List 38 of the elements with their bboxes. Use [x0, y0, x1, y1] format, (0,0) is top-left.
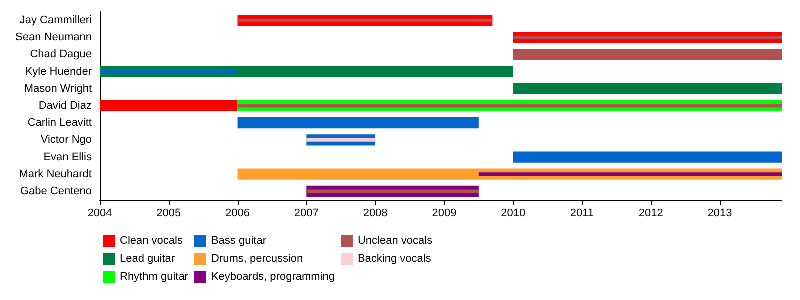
bar [513, 36, 782, 40]
y-tick-label: Mark Neuhardt [19, 168, 92, 180]
legend-label: Lead guitar [120, 253, 176, 265]
y-tick-label: Gabe Centeno [20, 185, 92, 198]
x-tick-label: 2013 [708, 208, 732, 220]
y-tick-label: Evan Ellis [44, 151, 92, 164]
legend-label: Backing vocals [358, 253, 432, 265]
y-tick-label: Victor Ngo [40, 134, 92, 146]
bar [306, 138, 376, 142]
y-tick-label: Carlin Leavitt [28, 117, 92, 130]
y-tick-label: David Diaz [38, 100, 92, 112]
legend-label: Unclean vocals [358, 235, 434, 247]
x-tick-label: 2009 [432, 208, 457, 220]
legend-label: Rhythm guitar [120, 271, 189, 283]
x-tick-label: 2006 [226, 208, 250, 220]
x-tick-label: 2011 [570, 208, 594, 220]
bar [306, 190, 479, 194]
bar [238, 118, 479, 129]
bar [100, 100, 238, 112]
x-tick-label: 2007 [294, 208, 319, 220]
legend-label: Clean vocals [120, 235, 184, 247]
legend-label: Drums, percussion [211, 253, 304, 265]
y-tick-label: Kyle Huender [25, 66, 92, 78]
x-tick-label: 2004 [88, 208, 112, 220]
bar [513, 83, 782, 94]
y-tick-label: Jay Cammilleri [20, 14, 92, 27]
y-tick-label: Sean Neumann [16, 32, 92, 44]
y-tick-label: Mason Wright [24, 82, 92, 95]
y-tick-label: Chad Dague [30, 48, 92, 61]
x-tick-label: 2008 [363, 208, 388, 220]
bar [513, 152, 782, 163]
bar [100, 66, 514, 78]
x-tick-label: 2010 [501, 208, 526, 220]
legend-label: Bass guitar [211, 235, 267, 247]
x-tick-label: 2005 [156, 208, 182, 220]
bar [238, 18, 493, 22]
legend-label: Keyboards, programming [211, 271, 335, 283]
x-tick-label: 2012 [638, 208, 664, 220]
